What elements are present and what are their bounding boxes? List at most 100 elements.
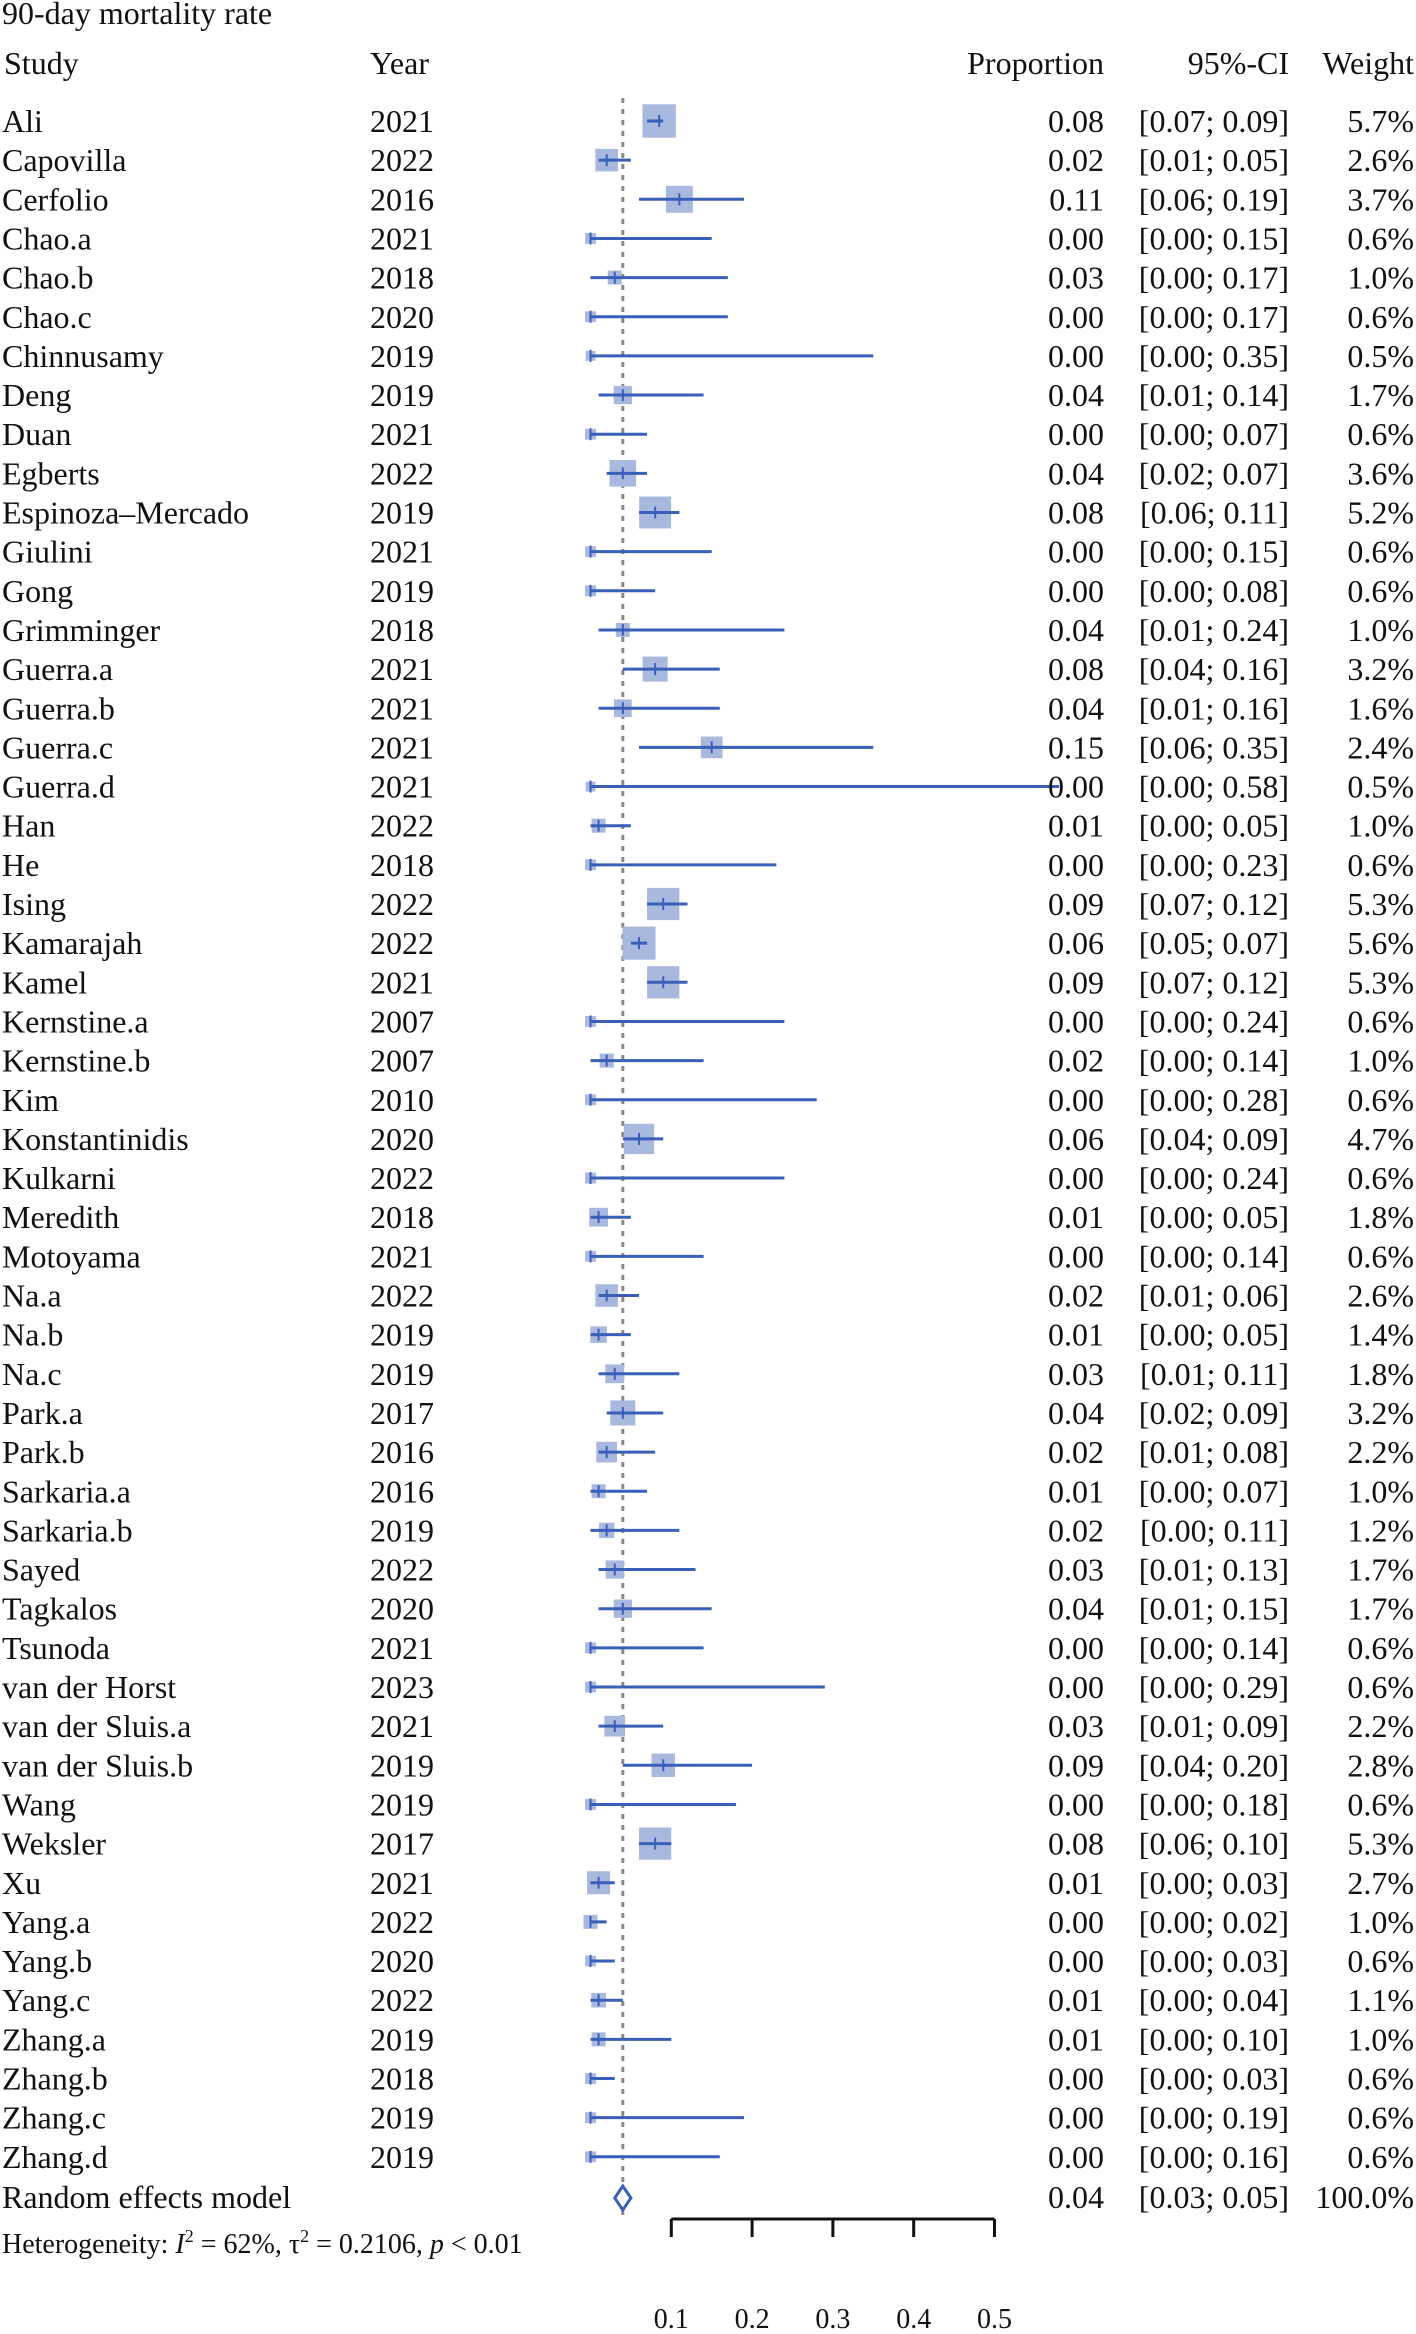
study-year: 2022	[370, 1160, 434, 1196]
study-name: Konstantinidis	[2, 1121, 189, 1157]
study-name: Na.b	[2, 1317, 63, 1353]
study-weight: 1.0%	[1347, 808, 1414, 844]
study-year: 2022	[370, 142, 434, 178]
x-tick-label: 0.5	[977, 2304, 1012, 2334]
study-year: 2022	[370, 808, 434, 844]
study-year: 2018	[370, 2061, 434, 2097]
header-proportion: Proportion	[967, 45, 1104, 81]
study-name: Sarkaria.b	[2, 1512, 133, 1548]
study-weight: 3.2%	[1347, 1395, 1414, 1431]
study-name: Meredith	[2, 1199, 119, 1235]
study-weight: 1.8%	[1347, 1199, 1414, 1235]
study-name: Zhang.a	[2, 2021, 106, 2057]
study-year: 2019	[370, 2021, 434, 2057]
header-ci: 95%-CI	[1188, 45, 1289, 81]
study-ci: [0.01; 0.05]	[1139, 142, 1289, 178]
study-weight: 0.6%	[1347, 1082, 1414, 1118]
study-year: 2016	[370, 181, 434, 217]
study-year: 2018	[370, 260, 434, 296]
study-proportion: 0.00	[1048, 220, 1104, 256]
x-tick-label: 0.2	[735, 2304, 770, 2334]
study-year: 2020	[370, 1121, 434, 1157]
study-weight: 1.0%	[1347, 1473, 1414, 1509]
study-ci: [0.00; 0.15]	[1139, 220, 1289, 256]
study-weight: 0.6%	[1347, 2100, 1414, 2136]
study-year: 2023	[370, 1669, 434, 1705]
study-ci: [0.01; 0.24]	[1139, 612, 1289, 648]
study-row: Tagkalos 2020 0.04 [0.01; 0.15] 1.7%	[2, 1591, 1414, 1627]
study-weight: 2.4%	[1347, 729, 1414, 765]
study-weight: 0.6%	[1347, 416, 1414, 452]
study-row: Giulini 2021 0.00 [0.00; 0.15] 0.6%	[2, 534, 1414, 570]
study-ci: [0.06; 0.35]	[1139, 729, 1289, 765]
study-name: Han	[2, 808, 55, 844]
study-year: 2017	[370, 1395, 434, 1431]
study-proportion: 0.02	[1048, 142, 1104, 178]
study-year: 2019	[370, 2139, 434, 2175]
study-ci: [0.00; 0.15]	[1139, 534, 1289, 570]
study-weight: 2.2%	[1347, 1708, 1414, 1744]
study-proportion: 0.00	[1048, 769, 1104, 805]
study-proportion: 0.02	[1048, 1512, 1104, 1548]
study-row: Egberts 2022 0.04 [0.02; 0.07] 3.6%	[2, 455, 1414, 491]
study-name: Yang.c	[2, 1982, 90, 2018]
study-weight: 0.6%	[1347, 1160, 1414, 1196]
study-year: 2019	[370, 377, 434, 413]
study-weight: 0.6%	[1347, 1669, 1414, 1705]
study-row: Motoyama 2021 0.00 [0.00; 0.14] 0.6%	[2, 1238, 1414, 1274]
study-year: 2019	[370, 1786, 434, 1822]
study-row: Kamarajah 2022 0.06 [0.05; 0.07] 5.6%	[2, 925, 1414, 961]
study-proportion: 0.00	[1048, 1786, 1104, 1822]
study-row: Yang.b 2020 0.00 [0.00; 0.03] 0.6%	[2, 1943, 1414, 1979]
study-row: Konstantinidis 2020 0.06 [0.04; 0.09] 4.7%	[2, 1121, 1414, 1157]
summary-label: Random effects model	[2, 2179, 291, 2215]
study-ci: [0.01; 0.08]	[1139, 1434, 1289, 1470]
study-name: Guerra.d	[2, 769, 115, 805]
study-ci: [0.01; 0.16]	[1139, 690, 1289, 726]
study-weight: 1.8%	[1347, 1356, 1414, 1392]
study-row: van der Horst 2023 0.00 [0.00; 0.29] 0.6%	[2, 1669, 1414, 1705]
study-weight: 0.6%	[1347, 573, 1414, 609]
study-ci: [0.00; 0.24]	[1139, 1160, 1289, 1196]
study-name: Na.a	[2, 1278, 62, 1314]
study-name: Kamarajah	[2, 925, 142, 961]
study-row: Zhang.d 2019 0.00 [0.00; 0.16] 0.6%	[2, 2139, 1414, 2175]
study-row: van der Sluis.a 2021 0.03 [0.01; 0.09] 2.2%	[2, 1708, 1414, 1744]
study-proportion: 0.00	[1048, 573, 1104, 609]
study-name: Weksler	[2, 1826, 106, 1862]
het-tau-sup: 2	[300, 2226, 309, 2246]
study-proportion: 0.01	[1048, 1982, 1104, 2018]
study-year: 2021	[370, 1630, 434, 1666]
study-ci: [0.00; 0.16]	[1139, 2139, 1289, 2175]
study-weight: 1.6%	[1347, 690, 1414, 726]
study-year: 2016	[370, 1473, 434, 1509]
study-weight: 5.7%	[1347, 103, 1414, 139]
study-weight: 1.7%	[1347, 1552, 1414, 1588]
study-ci: [0.00; 0.35]	[1139, 338, 1289, 374]
study-proportion: 0.11	[1049, 181, 1104, 217]
study-row: Deng 2019 0.04 [0.01; 0.14] 1.7%	[2, 377, 1414, 413]
study-name: He	[2, 847, 39, 883]
study-weight: 0.6%	[1347, 299, 1414, 335]
study-year: 2021	[370, 729, 434, 765]
study-proportion: 0.09	[1048, 964, 1104, 1000]
study-proportion: 0.04	[1048, 1591, 1104, 1627]
study-proportion: 0.02	[1048, 1043, 1104, 1079]
study-proportion: 0.00	[1048, 1160, 1104, 1196]
summary-proportion: 0.04	[1048, 2179, 1104, 2215]
study-ci: [0.00; 0.11]	[1140, 1512, 1289, 1548]
study-weight: 1.0%	[1347, 1904, 1414, 1940]
study-weight: 0.6%	[1347, 1003, 1414, 1039]
study-weight: 0.6%	[1347, 2061, 1414, 2097]
study-proportion: 0.09	[1048, 886, 1104, 922]
study-weight: 0.6%	[1347, 220, 1414, 256]
study-weight: 5.3%	[1347, 1826, 1414, 1862]
study-weight: 5.2%	[1347, 495, 1414, 531]
study-proportion: 0.00	[1048, 1630, 1104, 1666]
study-ci: [0.07; 0.12]	[1139, 886, 1289, 922]
study-year: 2017	[370, 1826, 434, 1862]
study-proportion: 0.00	[1048, 2100, 1104, 2136]
summary-weight: 100.0%	[1315, 2179, 1414, 2215]
study-proportion: 0.00	[1048, 299, 1104, 335]
